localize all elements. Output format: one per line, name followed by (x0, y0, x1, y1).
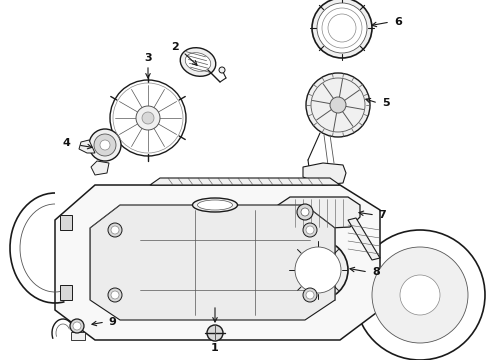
Circle shape (288, 240, 348, 300)
Polygon shape (278, 197, 360, 230)
Ellipse shape (180, 48, 216, 76)
Circle shape (355, 230, 485, 360)
Circle shape (111, 226, 119, 234)
Text: 7: 7 (378, 210, 386, 220)
Circle shape (142, 112, 154, 124)
Circle shape (108, 288, 122, 302)
Circle shape (330, 97, 346, 113)
Text: 2: 2 (171, 42, 179, 52)
Circle shape (372, 247, 468, 343)
Circle shape (297, 204, 313, 220)
Text: 9: 9 (108, 317, 116, 327)
Circle shape (306, 291, 314, 299)
Text: 1: 1 (211, 343, 219, 353)
Polygon shape (55, 185, 380, 340)
Polygon shape (60, 285, 72, 300)
Circle shape (94, 134, 116, 156)
Text: 8: 8 (372, 267, 380, 277)
Polygon shape (71, 332, 85, 340)
Circle shape (110, 80, 186, 156)
Ellipse shape (193, 198, 238, 212)
Circle shape (111, 291, 119, 299)
Polygon shape (60, 215, 72, 230)
Ellipse shape (197, 200, 232, 210)
Circle shape (100, 140, 110, 150)
Circle shape (108, 223, 122, 237)
Text: 5: 5 (382, 98, 390, 108)
Circle shape (306, 226, 314, 234)
Ellipse shape (185, 53, 211, 71)
Polygon shape (150, 178, 340, 185)
Polygon shape (348, 218, 380, 260)
Circle shape (73, 322, 81, 330)
Polygon shape (79, 140, 95, 153)
Circle shape (317, 3, 367, 53)
Polygon shape (91, 161, 109, 175)
Circle shape (207, 325, 223, 341)
Circle shape (89, 129, 121, 161)
Circle shape (70, 319, 84, 333)
Circle shape (400, 275, 440, 315)
Circle shape (303, 288, 317, 302)
Text: 4: 4 (62, 138, 70, 148)
Circle shape (312, 0, 372, 58)
Circle shape (295, 247, 341, 293)
Polygon shape (303, 163, 346, 185)
Circle shape (303, 223, 317, 237)
Text: 3: 3 (144, 53, 152, 63)
Circle shape (136, 106, 160, 130)
Circle shape (301, 208, 309, 216)
Circle shape (328, 14, 356, 42)
Circle shape (306, 73, 370, 137)
Polygon shape (90, 205, 335, 320)
Circle shape (219, 67, 225, 73)
Text: 6: 6 (394, 17, 402, 27)
